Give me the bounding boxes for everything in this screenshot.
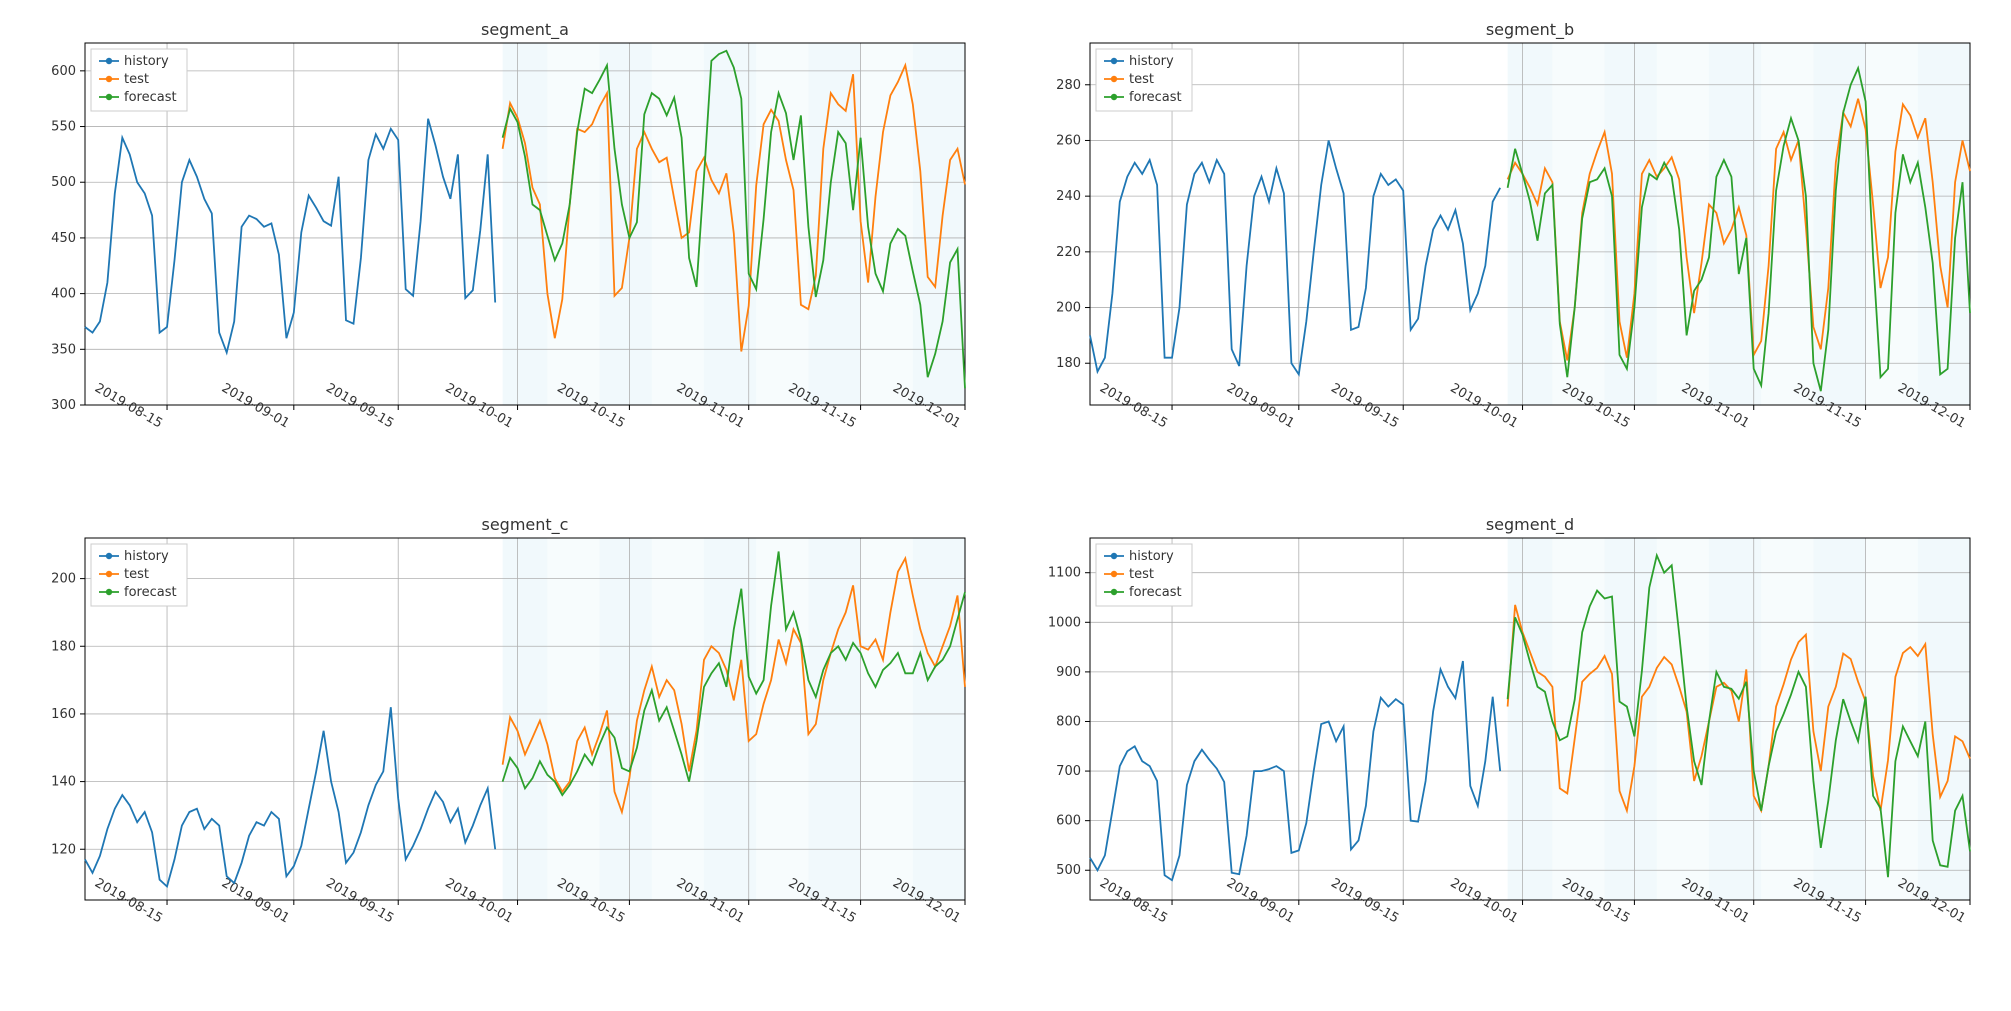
legend-swatch-dot — [1111, 553, 1117, 559]
legend: history test forecast — [1096, 49, 1192, 111]
ytick-label: 800 — [1056, 714, 1081, 729]
legend-swatch-dot — [1111, 58, 1117, 64]
ytick-label: 260 — [1056, 133, 1081, 148]
ytick-label: 220 — [1056, 245, 1081, 260]
forecast-shade — [861, 538, 913, 900]
forecast-shade — [913, 538, 965, 900]
panel-segment_d: 500 600 700 800 900 1000 1100 2019-08-15 2019-09… — [1030, 510, 1985, 980]
legend-label: history — [124, 549, 169, 564]
legend-label: history — [1129, 54, 1174, 69]
xtick-label: 2019-08-15 — [92, 381, 165, 432]
legend-label: history — [124, 54, 169, 69]
ytick-label: 140 — [51, 775, 76, 790]
forecast-shade — [756, 43, 808, 405]
legend: history test forecast — [91, 544, 187, 606]
legend-label: test — [124, 72, 149, 87]
series-history — [1090, 661, 1500, 880]
ytick-label: 600 — [1056, 814, 1081, 829]
xtick-label: 2019-09-01 — [1224, 381, 1297, 432]
ytick-label: 240 — [1056, 189, 1081, 204]
ytick-label: 350 — [51, 342, 76, 357]
forecast-shade — [913, 43, 965, 405]
legend-swatch-dot — [1111, 76, 1117, 82]
panel-segment_a: 300 350 400 450 500 550 600 2019-08-15 2019-09-0… — [25, 15, 980, 485]
forecast-shade — [1508, 43, 1553, 405]
legend-label: test — [1129, 72, 1154, 87]
ytick-label: 500 — [1056, 863, 1081, 878]
forecast-shade — [547, 43, 599, 405]
series-history — [85, 707, 495, 886]
forecast-shade — [1657, 538, 1709, 900]
ytick-label: 1100 — [1048, 566, 1081, 581]
xtick-label: 2019-09-15 — [323, 876, 396, 927]
forecast-shade — [1866, 43, 1918, 405]
legend-swatch-dot — [106, 58, 112, 64]
xtick-label: 2019-08-15 — [1097, 381, 1170, 432]
panel-segment_b: 180 200 220 240 260 280 2019-08-15 2019-09-01 20… — [1030, 15, 1985, 485]
forecast-shade — [1552, 43, 1604, 405]
ytick-label: 900 — [1056, 665, 1081, 680]
ytick-label: 160 — [51, 707, 76, 722]
legend-label: forecast — [1129, 585, 1182, 600]
legend-swatch-dot — [1111, 589, 1117, 595]
ytick-label: 180 — [1056, 356, 1081, 371]
panel-title: segment_c — [482, 515, 569, 535]
legend-label: test — [1129, 567, 1154, 582]
series-history — [85, 119, 495, 353]
panel-segment_c: 120 140 160 180 200 2019-08-15 2019-09-01 2019-… — [25, 510, 980, 980]
legend-label: test — [124, 567, 149, 582]
legend: history test forecast — [91, 49, 187, 111]
xtick-label: 2019-09-01 — [1224, 876, 1297, 927]
legend-swatch-dot — [1111, 94, 1117, 100]
ytick-label: 280 — [1056, 78, 1081, 93]
series-history — [1090, 141, 1500, 375]
ytick-label: 550 — [51, 120, 76, 135]
legend-swatch-dot — [106, 76, 112, 82]
legend-label: history — [1129, 549, 1174, 564]
ytick-label: 200 — [51, 572, 76, 587]
ytick-label: 500 — [51, 175, 76, 190]
legend-swatch-dot — [106, 94, 112, 100]
xtick-label: 2019-08-15 — [92, 876, 165, 927]
ytick-label: 400 — [51, 287, 76, 302]
ytick-label: 600 — [51, 64, 76, 79]
forecast-shade — [1813, 43, 1865, 405]
ytick-label: 700 — [1056, 764, 1081, 779]
forecast-shade — [1918, 43, 1970, 405]
forecast-shade — [1605, 43, 1657, 405]
xtick-label: 2019-09-15 — [323, 381, 396, 432]
forecast-shade — [547, 538, 599, 900]
legend-label: forecast — [1129, 90, 1182, 105]
legend-swatch-dot — [106, 553, 112, 559]
ytick-label: 200 — [1056, 301, 1081, 316]
xtick-label: 2019-08-15 — [1097, 876, 1170, 927]
ytick-label: 450 — [51, 231, 76, 246]
legend-label: forecast — [124, 585, 177, 600]
forecast-shade — [652, 43, 704, 405]
ytick-label: 180 — [51, 639, 76, 654]
xtick-label: 2019-09-15 — [1328, 381, 1401, 432]
legend: history test forecast — [1096, 544, 1192, 606]
ytick-label: 300 — [51, 398, 76, 413]
legend-swatch-dot — [1111, 571, 1117, 577]
legend-swatch-dot — [106, 571, 112, 577]
legend-label: forecast — [124, 90, 177, 105]
ytick-label: 1000 — [1048, 615, 1081, 630]
chart-grid: 300 350 400 450 500 550 600 2019-08-15 2019-09-0… — [0, 0, 2011, 1011]
panel-title: segment_d — [1486, 515, 1574, 535]
forecast-shade — [1761, 538, 1813, 900]
forecast-shade — [1508, 538, 1553, 900]
xtick-label: 2019-09-01 — [219, 876, 292, 927]
xtick-label: 2019-09-15 — [1328, 876, 1401, 927]
legend-swatch-dot — [106, 589, 112, 595]
xtick-label: 2019-09-01 — [219, 381, 292, 432]
forecast-shade — [1918, 538, 1970, 900]
panel-title: segment_b — [1486, 20, 1574, 40]
ytick-label: 120 — [51, 842, 76, 857]
panel-title: segment_a — [481, 20, 569, 40]
